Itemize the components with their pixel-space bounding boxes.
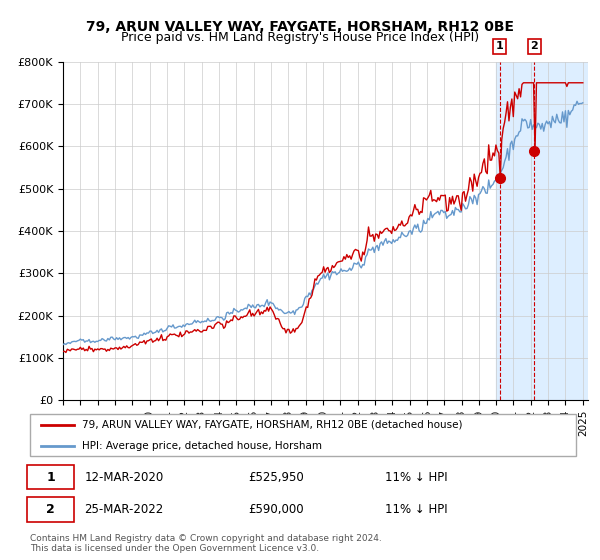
FancyBboxPatch shape [27, 465, 74, 489]
Text: 1: 1 [46, 471, 55, 484]
Text: 12-MAR-2020: 12-MAR-2020 [85, 471, 164, 484]
Text: 11% ↓ HPI: 11% ↓ HPI [385, 503, 448, 516]
Bar [496, 62, 592, 400]
Text: 79, ARUN VALLEY WAY, FAYGATE, HORSHAM, RH12 0BE: 79, ARUN VALLEY WAY, FAYGATE, HORSHAM, R… [86, 20, 514, 34]
Text: HPI: Average price, detached house, Horsham: HPI: Average price, detached house, Hors… [82, 441, 322, 451]
Text: 1: 1 [496, 41, 503, 52]
FancyBboxPatch shape [27, 497, 74, 522]
Text: 25-MAR-2022: 25-MAR-2022 [85, 503, 164, 516]
Text: 79, ARUN VALLEY WAY, FAYGATE, HORSHAM, RH12 0BE (detached house): 79, ARUN VALLEY WAY, FAYGATE, HORSHAM, R… [82, 420, 463, 430]
Text: Price paid vs. HM Land Registry's House Price Index (HPI): Price paid vs. HM Land Registry's House … [121, 31, 479, 44]
Text: 2: 2 [46, 503, 55, 516]
Text: Contains HM Land Registry data © Crown copyright and database right 2024.
This d: Contains HM Land Registry data © Crown c… [30, 534, 382, 553]
Text: 2: 2 [530, 41, 538, 52]
Text: 11% ↓ HPI: 11% ↓ HPI [385, 471, 448, 484]
FancyBboxPatch shape [30, 414, 576, 456]
Text: £525,950: £525,950 [248, 471, 304, 484]
Text: £590,000: £590,000 [248, 503, 304, 516]
